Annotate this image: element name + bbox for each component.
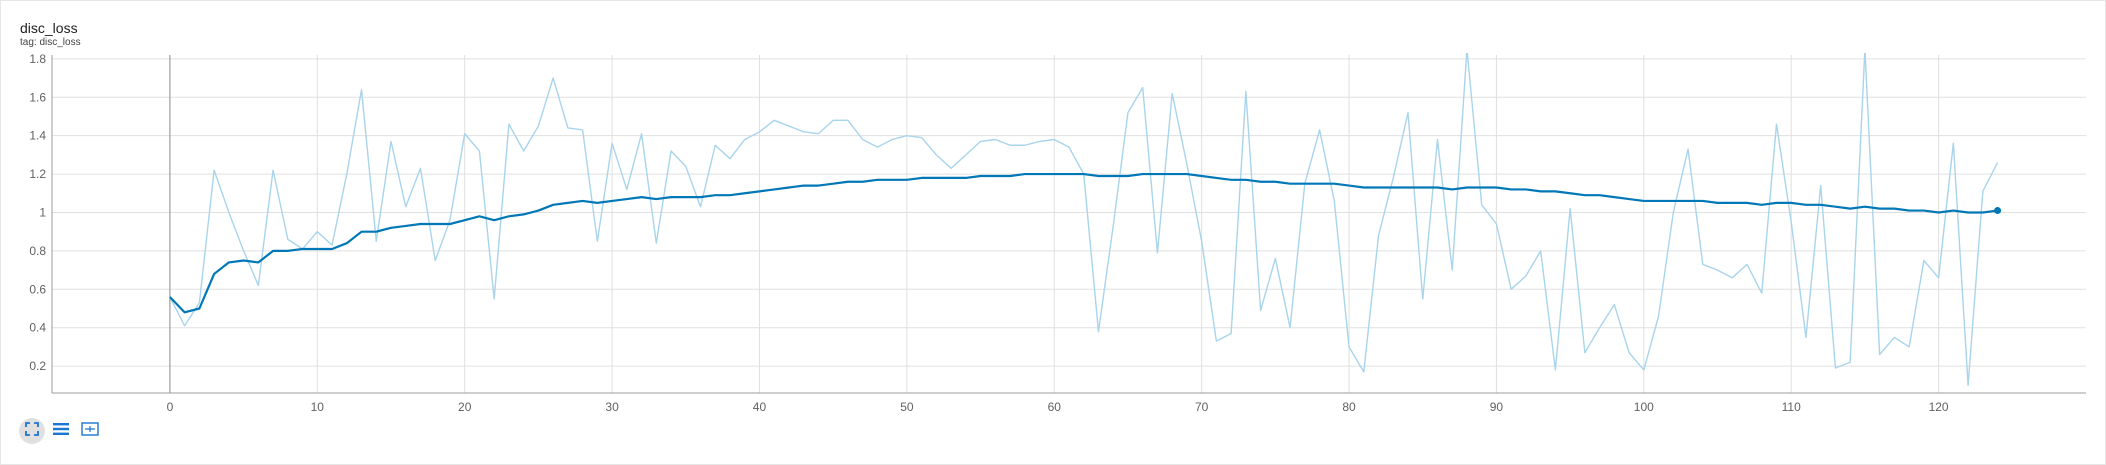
x-tick-label: 0 [167,400,174,414]
toggle-log-scale-button[interactable] [48,418,74,444]
fit-domain-icon [81,421,99,442]
x-tick-label: 70 [1195,400,1209,414]
raw-series-line [169,53,1999,387]
y-tick-labels: 0.2 0.4 0.6 0.8 1 1.2 1.4 1.6 1.8 [29,52,46,373]
y-tick-label: 1.6 [29,90,46,104]
grid-lines [52,55,2086,393]
y-tick-label: 0.8 [29,244,46,258]
x-tick-label: 90 [1490,400,1504,414]
x-tick-label: 120 [1929,400,1949,414]
fullscreen-icon [24,421,40,442]
last-point-marker[interactable] [1994,207,2002,215]
x-tick-label: 10 [311,400,325,414]
x-tick-label: 110 [1782,400,1801,414]
x-tick-label: 80 [1342,400,1356,414]
x-tick-label: 30 [605,400,619,414]
chart-tag: tag: disc_loss [20,37,81,48]
y-tick-label: 0.2 [29,359,46,373]
x-tick-labels: 0 10 20 30 40 50 60 70 80 90 100 110 120 [167,400,1949,414]
fullscreen-button[interactable] [19,418,45,444]
y-tick-label: 0.6 [29,282,46,296]
y-tick-label: 1 [39,205,46,219]
x-tick-label: 100 [1634,400,1654,414]
x-tick-label: 60 [1048,400,1062,414]
x-tick-label: 50 [900,400,914,414]
x-tick-label: 40 [753,400,767,414]
x-tick-label: 20 [458,400,472,414]
y-tick-label: 1.2 [29,167,46,181]
axes [51,55,2086,394]
fit-domain-button[interactable] [77,418,103,444]
toggle-log-scale-icon [52,421,70,442]
y-tick-label: 0.4 [29,321,46,335]
smoothed-series-line [169,172,1998,314]
series-layer [169,53,2002,387]
chart-title: disc_loss [20,20,78,36]
y-tick-label: 1.4 [29,129,46,143]
y-tick-label: 1.8 [29,52,46,66]
